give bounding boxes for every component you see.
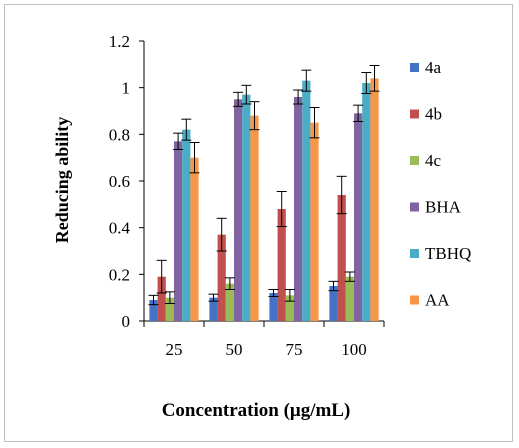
y-tick-label: 0.8 — [109, 125, 130, 144]
error-bar-4c-75 — [284, 289, 295, 302]
x-tick-labels: 25 50 75 100 — [166, 340, 367, 359]
legend-item-tbhq: TBHQ — [410, 244, 471, 263]
error-bar-4a-100 — [328, 280, 339, 292]
error-bar-aa-75 — [309, 107, 320, 139]
error-bar-4a-25 — [148, 294, 159, 306]
legend-swatch — [410, 109, 419, 119]
legend-item-4b: 4b — [410, 105, 442, 124]
error-bars — [148, 65, 380, 306]
bar-4c-100 — [345, 276, 354, 321]
y-tick-label: 0.6 — [109, 172, 130, 191]
legend-item-4a: 4a — [410, 58, 442, 77]
error-bar-aa-50 — [249, 101, 260, 131]
x-tick-label: 25 — [166, 340, 183, 359]
legend-label: 4a — [425, 58, 442, 77]
bar-tbhq-50 — [242, 94, 251, 322]
legend-label: AA — [425, 291, 450, 310]
legend-swatch — [410, 202, 419, 212]
x-axis-label: Concentration (μg/mL) — [162, 400, 351, 421]
bar-aa-25 — [190, 157, 199, 321]
bar-4a-50 — [209, 297, 218, 321]
x-tick-label: 100 — [341, 340, 367, 359]
error-bar-tbhq-25 — [181, 118, 192, 141]
bar-4c-75 — [285, 295, 294, 321]
y-tick-label: 0 — [122, 312, 131, 331]
bar-4a-25 — [149, 300, 158, 321]
bar-tbhq-75 — [302, 80, 311, 322]
y-axis-label: Reducing ability — [52, 117, 72, 244]
error-bar-4c-100 — [344, 271, 355, 282]
error-bar-4a-75 — [268, 289, 279, 297]
bar-4c-50 — [225, 283, 234, 321]
error-bar-4c-25 — [164, 291, 175, 304]
error-bar-4b-25 — [156, 259, 167, 294]
legend-label: TBHQ — [425, 244, 471, 263]
bar-aa-75 — [310, 122, 319, 322]
bar-bha-100 — [354, 113, 363, 321]
bar-bha-25 — [174, 141, 183, 321]
legend-label: 4b — [425, 105, 442, 124]
bars — [149, 78, 379, 322]
legend-swatch — [410, 63, 419, 72]
error-bar-bha-50 — [233, 91, 244, 107]
error-bar-bha-25 — [173, 132, 184, 150]
error-bar-4b-100 — [336, 175, 347, 215]
bar-tbhq-25 — [182, 129, 191, 321]
x-tick-label: 50 — [226, 340, 243, 359]
legend: 4a 4b 4c BHA TBHQ AA — [410, 58, 471, 310]
legend-label: 4c — [425, 151, 442, 170]
legend-item-aa: AA — [410, 291, 450, 310]
y-tick-label: 1.2 — [109, 32, 130, 51]
legend-item-bha: BHA — [410, 198, 462, 217]
bar-bha-50 — [234, 99, 243, 321]
legend-swatch — [410, 249, 419, 258]
error-bar-4b-75 — [276, 191, 287, 227]
error-bar-tbhq-75 — [301, 69, 312, 92]
legend-item-4c: 4c — [410, 151, 442, 170]
error-bar-aa-100 — [369, 65, 380, 92]
bar-4b-50 — [217, 234, 226, 321]
error-bar-4a-50 — [208, 293, 219, 302]
legend-swatch — [410, 156, 419, 165]
x-tick-label: 75 — [286, 340, 303, 359]
error-bar-aa-25 — [189, 142, 200, 174]
bar-4a-100 — [329, 286, 338, 321]
y-tick-label: 1 — [122, 79, 131, 98]
bar-4b-25 — [157, 276, 166, 321]
error-bar-tbhq-100 — [361, 72, 372, 94]
bar-bha-75 — [294, 97, 303, 321]
bar-4c-25 — [165, 297, 174, 321]
error-bar-4c-50 — [224, 277, 235, 290]
y-tick-label: 0.4 — [109, 219, 131, 238]
y-tick-labels: 0 0.2 0.4 0.6 0.8 1 1.2 — [109, 32, 131, 331]
bar-4a-75 — [269, 293, 278, 321]
y-tick-label: 0.2 — [109, 265, 130, 284]
error-bar-4b-50 — [216, 217, 227, 252]
bar-aa-100 — [370, 78, 379, 321]
bar-4b-100 — [337, 195, 346, 321]
error-bar-bha-75 — [293, 89, 304, 105]
error-bar-bha-100 — [353, 104, 364, 122]
legend-swatch — [410, 295, 419, 305]
bar-tbhq-100 — [362, 83, 371, 321]
bar-aa-50 — [250, 115, 259, 322]
error-bar-tbhq-50 — [241, 84, 252, 105]
bar-4b-75 — [277, 209, 286, 321]
legend-label: BHA — [425, 198, 462, 217]
